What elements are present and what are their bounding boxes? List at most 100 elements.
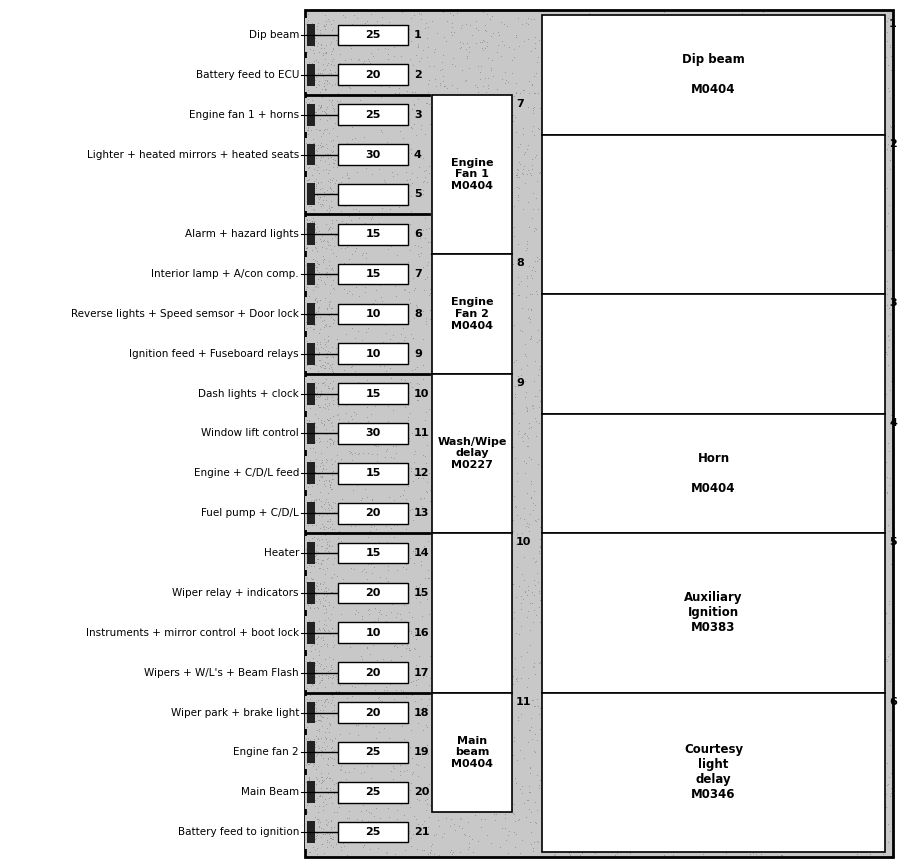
Point — [658, 832, 672, 846]
Point — [440, 767, 454, 781]
Point — [345, 447, 359, 461]
Point — [777, 381, 791, 395]
Point — [569, 194, 583, 208]
Text: Main
beam
M0404: Main beam M0404 — [451, 736, 493, 769]
Point — [323, 57, 338, 71]
Point — [468, 646, 482, 660]
Point — [327, 752, 341, 766]
Point — [433, 722, 447, 736]
Point — [783, 151, 797, 165]
Point — [301, 7, 315, 21]
Point — [399, 432, 413, 446]
Point — [398, 331, 412, 345]
Point — [311, 307, 326, 321]
Point — [501, 76, 516, 89]
Point — [552, 691, 566, 705]
Point — [575, 727, 590, 741]
Point — [452, 301, 466, 315]
Text: 15: 15 — [365, 389, 381, 398]
Point — [708, 525, 723, 539]
Point — [513, 511, 527, 525]
Point — [316, 46, 330, 60]
Point — [456, 756, 471, 770]
Point — [431, 819, 446, 833]
Point — [499, 832, 513, 846]
Point — [531, 333, 545, 347]
Point — [374, 290, 388, 304]
Point — [740, 124, 754, 138]
Point — [339, 658, 354, 672]
Point — [366, 28, 381, 42]
Point — [663, 781, 678, 795]
Point — [437, 210, 452, 224]
Point — [624, 236, 638, 250]
Point — [310, 805, 325, 819]
Point — [640, 85, 654, 99]
Point — [611, 537, 625, 551]
Point — [558, 754, 572, 768]
Point — [311, 124, 326, 138]
Point — [859, 731, 873, 745]
Point — [734, 479, 748, 493]
Point — [302, 383, 317, 397]
Point — [868, 501, 882, 515]
Point — [870, 100, 885, 114]
Bar — [542, 693, 885, 852]
Point — [328, 213, 343, 227]
Point — [672, 538, 687, 552]
Point — [323, 831, 338, 845]
Point — [431, 479, 446, 493]
Point — [706, 349, 721, 363]
Point — [541, 198, 555, 212]
Point — [706, 490, 721, 503]
Point — [809, 133, 824, 147]
Point — [801, 451, 815, 465]
Point — [532, 586, 546, 600]
Point — [307, 39, 321, 53]
Point — [322, 303, 337, 317]
Point — [336, 572, 350, 586]
Point — [558, 446, 572, 460]
Point — [398, 258, 412, 272]
Point — [562, 436, 576, 450]
Point — [731, 342, 745, 356]
Point — [529, 286, 544, 300]
Point — [312, 654, 327, 667]
Point — [548, 583, 562, 597]
Point — [502, 468, 517, 482]
Point — [649, 125, 663, 139]
Point — [425, 797, 439, 811]
Point — [618, 385, 633, 398]
Point — [328, 65, 342, 79]
Point — [600, 808, 615, 822]
Point — [389, 832, 403, 846]
Point — [619, 828, 634, 842]
Point — [482, 615, 497, 629]
Point — [597, 122, 611, 135]
Point — [324, 182, 338, 196]
Point — [648, 801, 662, 815]
Point — [819, 434, 833, 448]
Point — [648, 530, 662, 544]
Point — [859, 675, 873, 689]
Point — [795, 65, 809, 79]
Point — [500, 647, 515, 661]
Point — [416, 43, 430, 56]
Point — [704, 30, 718, 43]
Point — [670, 10, 685, 23]
Point — [699, 458, 714, 472]
Point — [524, 44, 538, 58]
Point — [839, 704, 853, 718]
Point — [856, 695, 870, 709]
Point — [603, 535, 617, 549]
Point — [780, 713, 795, 727]
Point — [721, 474, 735, 488]
Point — [546, 804, 561, 818]
Point — [730, 425, 744, 439]
Point — [699, 579, 714, 593]
Point — [380, 536, 394, 549]
Point — [635, 520, 650, 534]
Point — [832, 16, 846, 30]
Point — [513, 273, 527, 287]
Point — [562, 409, 577, 423]
